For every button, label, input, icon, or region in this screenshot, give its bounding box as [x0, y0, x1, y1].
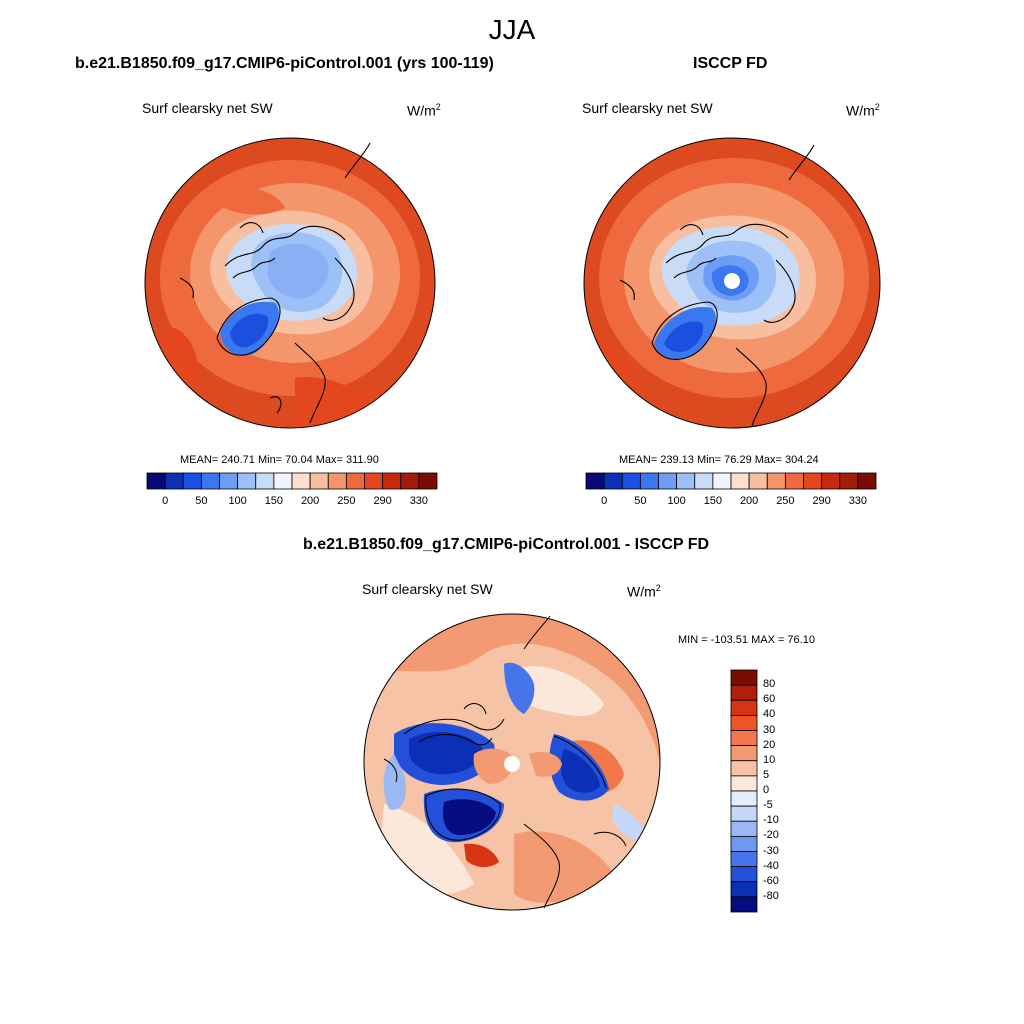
colorbar-tick-label: 100 [667, 495, 686, 507]
colorbar-swatch [803, 472, 823, 490]
colorbar-tick-label: -40 [763, 859, 779, 872]
colorbar-swatch [712, 472, 732, 490]
colorbar-swatch [200, 472, 220, 490]
colorbar-swatch [146, 472, 166, 490]
colorbar-tick-label: 290 [812, 495, 831, 507]
colorbar-tick-label: 100 [228, 495, 247, 507]
panel2-title: ISCCP FD [693, 55, 768, 72]
colorbar-swatch [730, 775, 758, 792]
colorbar-swatch [730, 669, 758, 686]
colorbar-tick-label: -5 [763, 799, 773, 812]
colorbar-tick-label: 150 [264, 495, 284, 507]
colorbar-swatch [676, 472, 696, 490]
panel3-title: b.e21.B1850.f09_g17.CMIP6-piControl.001 … [303, 536, 710, 553]
colorbar-swatch [730, 896, 758, 913]
colorbar-tick-label: 80 [763, 678, 776, 691]
colorbar-swatch [730, 745, 758, 762]
colorbar-swatch [327, 472, 347, 490]
colorbar-swatch [621, 472, 641, 490]
colorbar-tick-label: 40 [763, 708, 776, 721]
colorbar-tick-label: 0 [763, 784, 770, 796]
colorbar-swatch [585, 472, 605, 490]
panel1-variable: Surf clearsky net SW [142, 100, 273, 116]
panel3-polar-map [363, 613, 661, 911]
panel3-units: W/m2 [627, 583, 661, 600]
colorbar-tick-label: -20 [763, 829, 779, 842]
colorbar-tick-label: 250 [337, 495, 356, 507]
colorbar-swatch [291, 472, 311, 490]
colorbar-tick-label: 30 [763, 723, 776, 736]
colorbar-swatch [237, 472, 257, 490]
figure-title: JJA [488, 14, 536, 45]
colorbar-swatch [730, 866, 758, 883]
colorbar-tick-label: 290 [373, 495, 392, 507]
colorbar-tick-label: -10 [763, 814, 779, 827]
panel1-stats: MEAN= 240.71 Min= 70.04 Max= 311.90 [180, 454, 379, 466]
panel1-colorbar [146, 472, 438, 490]
colorbar-tick-label: 50 [195, 495, 208, 507]
colorbar-swatch [730, 684, 758, 701]
panel2-stats: MEAN= 239.13 Min= 76.29 Max= 304.24 [619, 454, 819, 466]
panel3-stats: MIN = -103.51 MAX = 76.10 [678, 634, 815, 646]
colorbar-swatch [730, 699, 758, 716]
colorbar-swatch [730, 805, 758, 822]
colorbar-swatch [418, 472, 438, 490]
panel2-colorbar [585, 472, 877, 490]
colorbar-swatch [730, 851, 758, 868]
panel1-units: W/m2 [407, 102, 441, 119]
colorbar-swatch [400, 472, 420, 490]
colorbar-swatch [694, 472, 714, 490]
colorbar-tick-label: 0 [601, 495, 608, 507]
colorbar-swatch [658, 472, 678, 490]
colorbar-swatch [639, 472, 659, 490]
colorbar-swatch [730, 881, 758, 898]
colorbar-swatch [182, 472, 202, 490]
colorbar-tick-label: 330 [409, 495, 429, 507]
colorbar-swatch [766, 472, 786, 490]
colorbar-swatch [730, 760, 758, 777]
colorbar-tick-label: 330 [848, 495, 868, 507]
colorbar-swatch [364, 472, 384, 490]
colorbar-swatch [730, 835, 758, 852]
colorbar-swatch [748, 472, 768, 490]
colorbar-swatch [730, 820, 758, 837]
panel2-units: W/m2 [846, 102, 880, 119]
colorbar-swatch [309, 472, 329, 490]
colorbar-tick-label: 50 [634, 495, 647, 507]
colorbar-swatch [839, 472, 859, 490]
colorbar-swatch [730, 790, 758, 807]
colorbar-tick-label: 20 [763, 738, 776, 751]
colorbar-swatch [219, 472, 239, 490]
colorbar-tick-label: -80 [763, 889, 779, 902]
colorbar-swatch [164, 472, 184, 490]
colorbar-swatch [345, 472, 365, 490]
colorbar-tick-label: 60 [763, 693, 776, 706]
colorbar-tick-label: -30 [763, 844, 779, 857]
panel2-variable: Surf clearsky net SW [582, 100, 713, 116]
panel3-variable: Surf clearsky net SW [362, 581, 493, 597]
colorbar-swatch [730, 730, 758, 747]
colorbar-swatch [821, 472, 841, 490]
colorbar-tick-label: 200 [300, 495, 320, 507]
colorbar-tick-label: 250 [776, 495, 795, 507]
colorbar-swatch [255, 472, 275, 490]
panel1-title: b.e21.B1850.f09_g17.CMIP6-piControl.001 … [75, 55, 494, 72]
panel2-polar-map [583, 137, 881, 429]
colorbar-tick-label: 10 [763, 753, 776, 766]
colorbar-swatch [382, 472, 402, 490]
colorbar-tick-label: 5 [763, 768, 770, 781]
colorbar-tick-label: 200 [739, 495, 759, 507]
colorbar-swatch [730, 714, 758, 731]
colorbar-swatch [857, 472, 877, 490]
colorbar-swatch [273, 472, 293, 490]
colorbar-swatch [603, 472, 623, 490]
colorbar-tick-label: -60 [763, 874, 779, 887]
colorbar-swatch [784, 472, 804, 490]
panel1-polar-map [144, 137, 436, 429]
colorbar-swatch [730, 472, 750, 490]
colorbar-tick-label: 150 [703, 495, 723, 507]
panel3-colorbar [730, 669, 758, 913]
colorbar-tick-label: 0 [162, 495, 169, 507]
